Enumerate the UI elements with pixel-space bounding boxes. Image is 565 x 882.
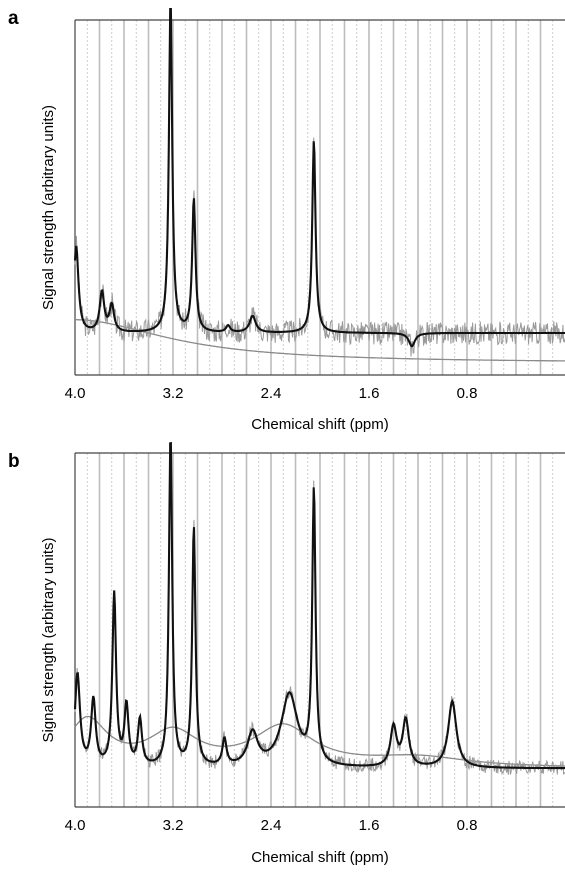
series-fit-line <box>73 441 565 770</box>
panel-letter: b <box>8 451 20 472</box>
x-tick-label: 2.4 <box>261 817 282 834</box>
x-axis-label: Chemical shift (ppm) <box>251 416 389 433</box>
x-axis-label: Chemical shift (ppm) <box>251 849 389 866</box>
y-axis-label: Signal strength (arbitrary units) <box>40 537 57 742</box>
series-baseline-line <box>75 319 565 362</box>
x-tick-label: 3.2 <box>163 385 184 402</box>
x-tick-label: 0.8 <box>457 385 478 402</box>
x-tick-label: 4.0 <box>65 817 86 834</box>
x-tick-label: 1.6 <box>359 817 380 834</box>
x-tick-label: 0.8 <box>457 817 478 834</box>
panel-letter: a <box>8 8 19 29</box>
x-tick-label: 2.4 <box>261 385 282 402</box>
y-axis-label: Signal strength (arbitrary units) <box>40 105 57 310</box>
series-baseline-line <box>74 715 565 767</box>
panel-a: a Signal strength (arbitrary units) 4.0 3.2… <box>8 8 565 433</box>
x-tick-label: 4.0 <box>65 385 86 402</box>
x-tick-label: 1.6 <box>359 385 380 402</box>
series-raw-line <box>74 14 565 357</box>
series-fit-line <box>73 8 565 348</box>
x-tick-label: 3.2 <box>163 817 184 834</box>
panel-b: b Signal strength (arbitrary units) 4.0 3.2… <box>8 441 565 866</box>
